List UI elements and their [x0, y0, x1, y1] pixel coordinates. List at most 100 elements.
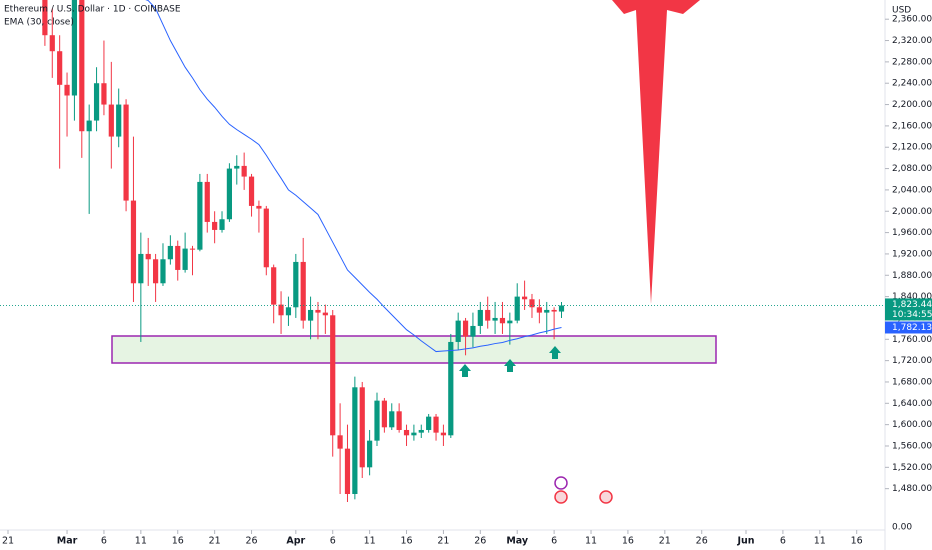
candle-body	[79, 0, 85, 132]
candle-body	[330, 315, 336, 436]
candle-body	[108, 104, 114, 137]
candle-body	[241, 165, 247, 177]
candle-body	[71, 0, 78, 96]
y-tick-label: 1,880.00	[892, 271, 932, 281]
y-tick-label: 1,600.00	[892, 420, 932, 430]
candle-body	[322, 312, 328, 316]
candle-body	[307, 309, 314, 321]
candle-body	[462, 320, 469, 337]
candle-body	[167, 245, 173, 260]
y-tick-label: 1,760.00	[892, 335, 932, 345]
y-tick-label: 2,280.00	[892, 57, 932, 67]
x-tick-label: 6	[101, 536, 107, 547]
support-zone	[111, 335, 717, 364]
candle-body	[86, 120, 92, 132]
y-tick-label: 2,360.00	[892, 15, 932, 25]
candle-body	[426, 416, 432, 430]
x-tick-label: 11	[364, 536, 376, 547]
candle-body	[477, 309, 483, 326]
candle-body	[448, 341, 454, 436]
y-tick-label: 1,720.00	[892, 356, 932, 366]
candle-body	[411, 432, 417, 436]
x-tick-label: 21	[209, 536, 221, 547]
candle-body	[433, 416, 439, 433]
candle-body	[263, 208, 269, 268]
x-tick-label: 21	[2, 536, 14, 547]
big-arrow	[612, 0, 700, 304]
candle-body	[367, 440, 373, 468]
candle-body	[256, 205, 262, 209]
candle-body	[42, 0, 48, 36]
candle-body	[300, 261, 306, 321]
ema-price-label: 1,782.13	[892, 323, 932, 333]
candle-body	[226, 168, 232, 220]
candle-body	[359, 387, 365, 468]
candle-body	[234, 165, 240, 169]
candle-body	[160, 259, 166, 284]
candle-body	[514, 296, 520, 321]
y-tick-label: 1,920.00	[892, 249, 932, 259]
candle-body	[57, 51, 63, 85]
flag-icon[interactable]	[599, 490, 613, 504]
countdown-label: 10:34:55	[892, 310, 932, 320]
plot-area	[0, 0, 885, 502]
ema-line	[145, 0, 562, 353]
event-icon[interactable]	[554, 476, 568, 490]
candle-body	[551, 309, 557, 312]
candle-body	[507, 320, 513, 324]
up-arrow	[504, 359, 516, 372]
candle-body	[352, 387, 358, 494]
flag-icon[interactable]	[554, 490, 568, 504]
y-tick-label: 2,040.00	[892, 185, 932, 195]
candle-body	[455, 320, 461, 342]
candle-body	[337, 435, 343, 449]
y-tick-label: 2,320.00	[892, 36, 932, 46]
x-tick-label: 11	[585, 536, 597, 547]
y-tick-label: 1,960.00	[892, 228, 932, 238]
ema-price-box	[885, 321, 932, 334]
chart-title: Ethereum / U.S. Dollar · 1D · COINBASE	[4, 5, 181, 15]
y-tick-label: 1,480.00	[892, 484, 932, 494]
y-tick-label: 2,240.00	[892, 79, 932, 89]
candle-body	[440, 432, 447, 436]
candle-body	[403, 429, 410, 436]
annotations	[459, 0, 700, 504]
candle-body	[522, 296, 528, 300]
candle-body	[130, 200, 137, 284]
candle-body	[138, 253, 144, 284]
x-tick-label: 11	[814, 536, 826, 547]
candle-body	[278, 304, 284, 316]
up-arrow	[459, 364, 471, 377]
x-tick-label: 16	[400, 536, 412, 547]
candle-body	[418, 429, 424, 433]
x-tick-label: 21	[659, 536, 671, 547]
indicator-label: EMA (30, close)	[4, 18, 74, 28]
candle-body	[116, 104, 122, 137]
x-tick-label: 16	[622, 536, 634, 547]
candle-body	[49, 35, 55, 52]
y-tick-label: 2,120.00	[892, 143, 932, 153]
y-tick-label: 1,640.00	[892, 399, 932, 409]
candle-body	[485, 309, 491, 321]
x-tick-label: Apr	[286, 536, 305, 547]
candle-body	[93, 83, 100, 121]
y-tick-label: 1,840.00	[892, 292, 932, 302]
y-tick-label: 2,200.00	[892, 100, 932, 110]
x-tick-label: Jun	[736, 536, 754, 547]
y-tick-label: 2,080.00	[892, 164, 932, 174]
y-tick-label: 2,160.00	[892, 121, 932, 131]
candle-body	[558, 305, 565, 312]
candle-body	[219, 219, 225, 230]
x-tick-label: May	[506, 536, 529, 547]
last-price-label: 1,823.44	[892, 300, 932, 310]
x-tick-label: 26	[696, 536, 708, 547]
bottom-label: 0.00	[892, 523, 912, 533]
candle-body	[175, 245, 181, 270]
x-tick-label: 21	[437, 536, 449, 547]
candle-body	[212, 221, 218, 230]
candle-body	[544, 309, 550, 313]
candle-body	[492, 317, 498, 321]
y-tick-label: 1,520.00	[892, 463, 932, 473]
x-tick-label: 16	[172, 536, 184, 547]
x-tick-label: 26	[245, 536, 257, 547]
